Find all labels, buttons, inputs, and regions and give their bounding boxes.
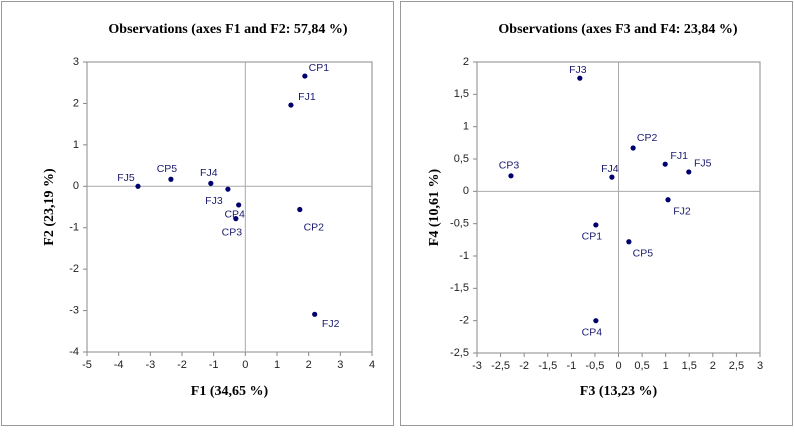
x-tick-label: 1,5 bbox=[682, 360, 697, 372]
x-tick-label: 0 bbox=[615, 360, 621, 372]
y-tick-label: -2 bbox=[69, 263, 79, 275]
x-tick-label: -4 bbox=[114, 359, 124, 371]
x-tick-label: -5 bbox=[82, 359, 92, 371]
point-label: CP1 bbox=[582, 231, 603, 243]
y-axis-label: F2 (23,19 %) bbox=[42, 168, 57, 246]
point-label: FJ2 bbox=[673, 206, 691, 218]
point bbox=[626, 239, 632, 245]
x-axis-label: F1 (34,65 %) bbox=[191, 384, 269, 399]
x-tick-label: 2 bbox=[306, 359, 312, 371]
x-tick-label: 4 bbox=[369, 359, 375, 371]
panel-frame bbox=[400, 1, 793, 426]
point-label: FJ5 bbox=[117, 172, 135, 184]
y-tick-label: -2 bbox=[459, 315, 469, 327]
y-tick-label: 1,5 bbox=[454, 88, 469, 100]
point bbox=[225, 186, 231, 192]
x-tick-label: 0,5 bbox=[634, 360, 649, 372]
x-tick-label: -3 bbox=[472, 360, 482, 372]
x-tick-label: 1 bbox=[663, 360, 669, 372]
y-tick-label: 3 bbox=[73, 56, 79, 68]
point bbox=[686, 169, 692, 175]
point bbox=[577, 75, 583, 81]
point-label: FJ5 bbox=[694, 158, 712, 170]
point bbox=[665, 197, 671, 203]
point-label: CP3 bbox=[499, 160, 520, 172]
point-label: CP3 bbox=[222, 226, 243, 238]
x-tick-label: 0 bbox=[242, 359, 248, 371]
point-label: FJ2 bbox=[322, 318, 340, 330]
x-axis-label: F3 (13,23 %) bbox=[580, 384, 658, 399]
x-tick-label: 1 bbox=[274, 359, 280, 371]
x-tick-label: 2 bbox=[710, 360, 716, 372]
point-label: FJ4 bbox=[601, 163, 619, 175]
y-tick-label: 2 bbox=[463, 56, 469, 68]
chart-title: Observations (axes F3 and F4: 23,84 %) bbox=[498, 22, 738, 37]
point-label: CP4 bbox=[582, 326, 603, 338]
chart-title: Observations (axes F1 and F2: 57,84 %) bbox=[108, 22, 348, 37]
point bbox=[135, 183, 141, 189]
y-tick-label: -4 bbox=[69, 346, 79, 358]
point-label: CP1 bbox=[309, 62, 330, 74]
y-tick-label: -2,5 bbox=[450, 347, 469, 359]
point bbox=[662, 161, 668, 167]
y-tick-label: 0 bbox=[73, 180, 79, 192]
x-tick-label: -0,5 bbox=[585, 360, 604, 372]
x-tick-label: -1 bbox=[566, 360, 576, 372]
x-tick-label: -2,5 bbox=[491, 360, 510, 372]
x-tick-label: 3 bbox=[757, 360, 763, 372]
panel-frame bbox=[1, 1, 394, 426]
y-tick-label: 1 bbox=[73, 139, 79, 151]
point-label: FJ1 bbox=[670, 150, 688, 162]
x-tick-label: 3 bbox=[337, 359, 343, 371]
point bbox=[609, 174, 615, 180]
y-tick-label: 0 bbox=[463, 185, 469, 197]
point-label: FJ3 bbox=[205, 195, 223, 207]
point bbox=[168, 176, 174, 182]
point bbox=[236, 202, 242, 208]
x-tick-label: 2,5 bbox=[729, 360, 744, 372]
point bbox=[288, 102, 294, 108]
point-label: CP2 bbox=[304, 221, 325, 233]
point bbox=[508, 173, 514, 179]
point-label: CP4 bbox=[224, 209, 245, 221]
point-label: FJ3 bbox=[569, 64, 587, 76]
point-label: FJ1 bbox=[298, 91, 316, 103]
point bbox=[593, 222, 599, 228]
y-tick-label: -1,5 bbox=[450, 282, 469, 294]
point bbox=[233, 216, 239, 222]
point-label: FJ4 bbox=[200, 167, 218, 179]
x-tick-label: -1 bbox=[209, 359, 219, 371]
y-tick-label: -1 bbox=[69, 222, 79, 234]
y-tick-label: 2 bbox=[73, 97, 79, 109]
y-tick-label: -1 bbox=[459, 250, 469, 262]
y-tick-label: -3 bbox=[69, 304, 79, 316]
point-label: CP5 bbox=[633, 248, 654, 260]
y-tick-label: -0,5 bbox=[450, 218, 469, 230]
point-label: CP5 bbox=[157, 163, 178, 175]
point bbox=[593, 318, 599, 324]
point bbox=[302, 73, 308, 79]
point bbox=[297, 206, 303, 213]
x-tick-label: -1,5 bbox=[538, 360, 557, 372]
point bbox=[312, 311, 318, 317]
plot-frame bbox=[86, 61, 373, 353]
x-tick-label: -2 bbox=[177, 359, 187, 371]
x-tick-label: -3 bbox=[145, 359, 155, 371]
point bbox=[630, 145, 636, 151]
point bbox=[208, 180, 214, 186]
y-tick-label: 0,5 bbox=[454, 153, 469, 165]
y-axis-label: F4 (10,61 %) bbox=[427, 168, 442, 246]
point-label: CP2 bbox=[637, 132, 658, 144]
y-tick-label: 1 bbox=[463, 121, 469, 133]
x-tick-label: -2 bbox=[519, 360, 529, 372]
